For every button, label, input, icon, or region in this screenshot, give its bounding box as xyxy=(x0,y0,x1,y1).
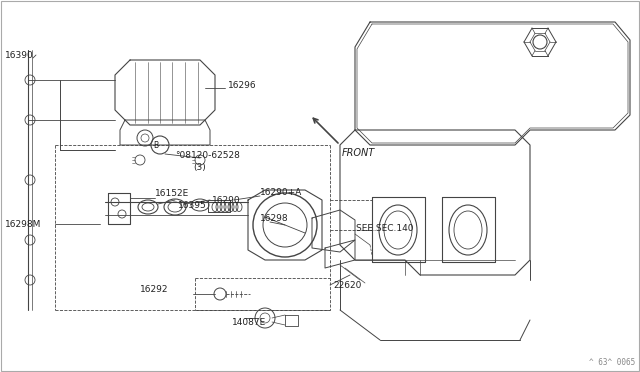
Text: (3): (3) xyxy=(193,163,205,171)
Text: 16292: 16292 xyxy=(140,285,168,295)
Text: 16395: 16395 xyxy=(178,201,207,209)
Text: 16290: 16290 xyxy=(212,196,241,205)
Text: 16390: 16390 xyxy=(5,51,34,60)
Text: 16298M: 16298M xyxy=(5,219,42,228)
Text: FRONT: FRONT xyxy=(342,148,375,158)
Text: B: B xyxy=(154,141,159,150)
Text: ^ 63^ 0065: ^ 63^ 0065 xyxy=(589,358,635,367)
Text: 16298: 16298 xyxy=(260,214,289,222)
Text: 16296: 16296 xyxy=(228,80,257,90)
Text: 22620: 22620 xyxy=(333,280,362,289)
Text: 14087E: 14087E xyxy=(232,318,266,327)
Text: SEE SEC.140: SEE SEC.140 xyxy=(356,224,413,232)
Text: 16152E: 16152E xyxy=(155,189,189,198)
Text: °08120-62528: °08120-62528 xyxy=(175,151,240,160)
Text: 16290+A: 16290+A xyxy=(260,187,302,196)
